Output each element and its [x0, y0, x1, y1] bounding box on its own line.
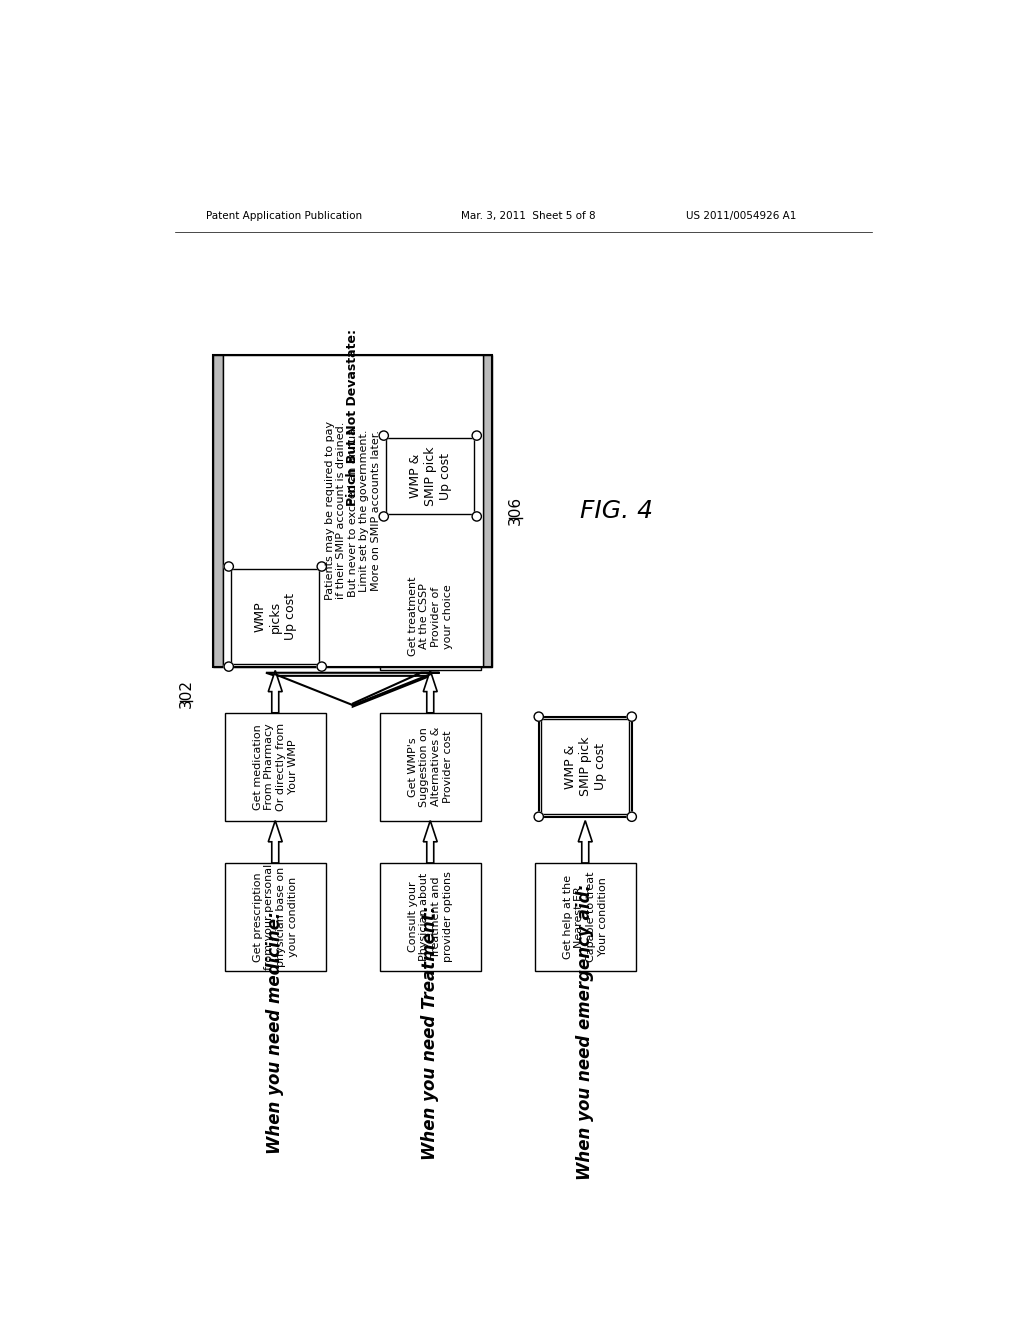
Polygon shape: [579, 821, 592, 863]
Text: Pinch But Not Devastate:: Pinch But Not Devastate:: [346, 329, 359, 506]
Text: 306: 306: [508, 496, 523, 525]
Circle shape: [627, 812, 636, 821]
FancyBboxPatch shape: [386, 438, 474, 515]
Circle shape: [472, 512, 481, 521]
Text: FIG. 4: FIG. 4: [580, 499, 652, 523]
FancyBboxPatch shape: [380, 562, 480, 671]
FancyBboxPatch shape: [380, 863, 480, 970]
FancyBboxPatch shape: [222, 355, 483, 667]
FancyBboxPatch shape: [231, 569, 319, 664]
Text: 304: 304: [338, 451, 352, 480]
Polygon shape: [266, 673, 439, 706]
Text: Mar. 3, 2011  Sheet 5 of 8: Mar. 3, 2011 Sheet 5 of 8: [461, 211, 596, 222]
Text: When you need Treatment:: When you need Treatment:: [421, 906, 439, 1159]
Text: When you need emergency aid:: When you need emergency aid:: [577, 884, 594, 1180]
FancyBboxPatch shape: [225, 863, 326, 970]
Polygon shape: [268, 671, 283, 713]
Text: Consult your
Physician about
Treatment and
provider options: Consult your Physician about Treatment a…: [408, 871, 453, 962]
Text: Get help at the
Nearest ER
Capable to treat
Your condition: Get help at the Nearest ER Capable to tr…: [563, 871, 607, 962]
Circle shape: [472, 432, 481, 441]
Circle shape: [379, 432, 388, 441]
FancyBboxPatch shape: [225, 713, 326, 821]
Circle shape: [627, 711, 636, 721]
Polygon shape: [423, 671, 437, 713]
Polygon shape: [423, 821, 437, 863]
FancyBboxPatch shape: [535, 863, 636, 970]
Circle shape: [379, 512, 388, 521]
Text: US 2011/0054926 A1: US 2011/0054926 A1: [686, 211, 797, 222]
Text: Patent Application Publication: Patent Application Publication: [206, 211, 361, 222]
Text: Get medication
From Pharmacy
Or directly from
Your WMP: Get medication From Pharmacy Or directly…: [253, 722, 298, 810]
Circle shape: [317, 663, 327, 672]
Text: When you need medicine:: When you need medicine:: [266, 911, 285, 1154]
Text: WMP
picks
Up cost: WMP picks Up cost: [254, 593, 297, 640]
Text: Patients may be required to pay
if their SMIP account is drained.
But never to e: Patients may be required to pay if their…: [325, 421, 381, 601]
Text: Get prescription
from your personal
physician base on
your condition: Get prescription from your personal phys…: [253, 863, 298, 970]
Text: Get WMP's
Suggestion on
Alternatives &
Provider cost: Get WMP's Suggestion on Alternatives & P…: [408, 727, 453, 807]
Circle shape: [535, 812, 544, 821]
Text: Get treatment
At the CSSP
Provider of
your choice: Get treatment At the CSSP Provider of yo…: [408, 577, 453, 656]
FancyBboxPatch shape: [539, 717, 632, 817]
Circle shape: [224, 562, 233, 572]
Text: WMP &
SMIP pick
Up cost: WMP & SMIP pick Up cost: [409, 446, 452, 506]
Circle shape: [224, 663, 233, 672]
FancyBboxPatch shape: [213, 355, 222, 667]
Polygon shape: [423, 520, 437, 562]
Circle shape: [535, 711, 544, 721]
FancyBboxPatch shape: [228, 566, 322, 667]
Polygon shape: [268, 821, 283, 863]
FancyBboxPatch shape: [483, 355, 493, 667]
Text: 302: 302: [178, 678, 194, 708]
Circle shape: [317, 562, 327, 572]
Text: WMP &
SMIP pick
Up cost: WMP & SMIP pick Up cost: [564, 737, 607, 796]
FancyBboxPatch shape: [384, 436, 477, 516]
FancyBboxPatch shape: [541, 719, 630, 814]
FancyBboxPatch shape: [380, 713, 480, 821]
